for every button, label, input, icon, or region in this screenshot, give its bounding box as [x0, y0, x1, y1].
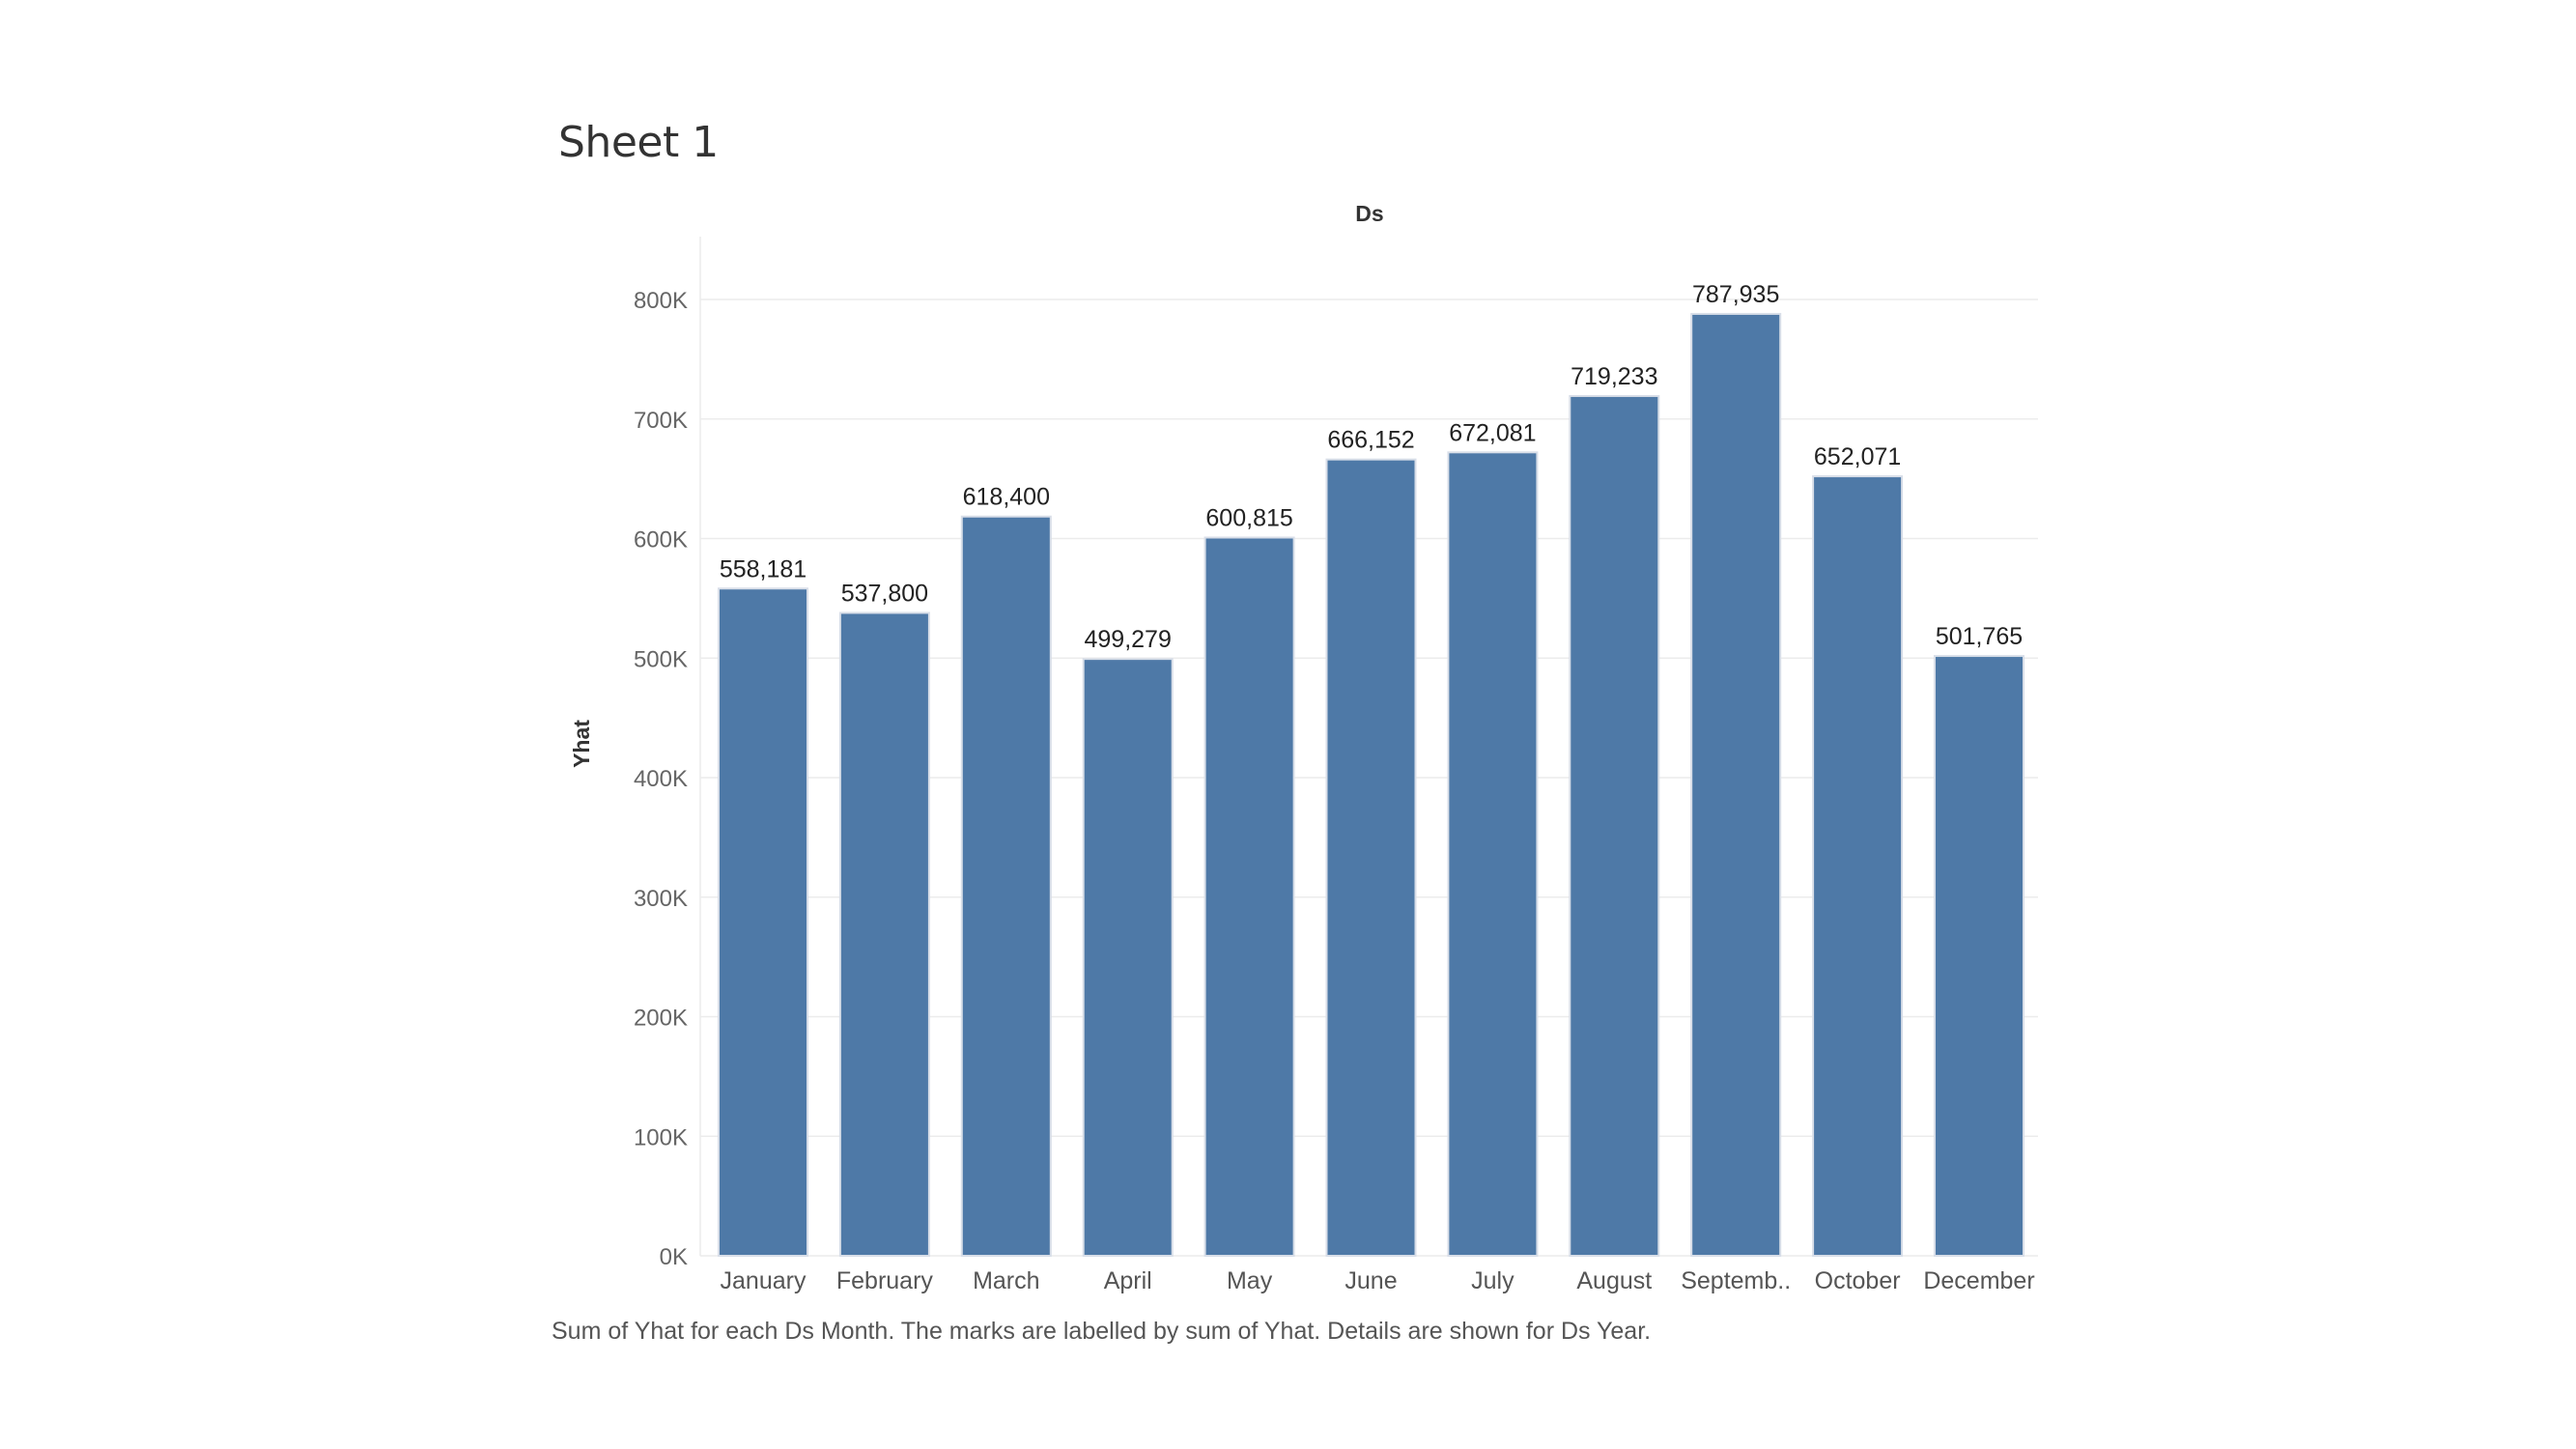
- data-labels: 558,181 537,800 618,400 499,279 600,815 666,1…: [720, 281, 2023, 653]
- data-label: 537,800: [841, 580, 928, 607]
- x-category-label: June: [1345, 1267, 1397, 1294]
- bar-august[interactable]: [1569, 394, 1660, 1257]
- x-category-label: April: [1104, 1267, 1152, 1294]
- x-category-label: July: [1471, 1267, 1514, 1294]
- data-label: 618,400: [963, 484, 1050, 511]
- y-tick-label: 200K: [634, 1006, 688, 1032]
- y-tick-label: 600K: [634, 527, 688, 554]
- bar-april[interactable]: [1082, 658, 1174, 1257]
- data-label: 499,279: [1085, 626, 1172, 653]
- data-label: 501,765: [1936, 623, 2023, 650]
- bar-january[interactable]: [718, 587, 808, 1257]
- x-category-label: Septemb..: [1681, 1267, 1791, 1294]
- data-label: 719,233: [1571, 363, 1657, 390]
- data-label: 787,935: [1692, 281, 1779, 308]
- chart-caption: Sum of Yhat for each Ds Month. The marks…: [552, 1318, 1652, 1345]
- bar-septemb[interactable]: [1690, 312, 1782, 1258]
- y-tick-label: 300K: [634, 886, 688, 912]
- x-category-label: March: [973, 1267, 1039, 1294]
- y-tick-label: 800K: [634, 288, 688, 314]
- y-tick-label: 0K: [660, 1244, 688, 1270]
- x-category-label: May: [1227, 1267, 1273, 1294]
- data-label: 600,815: [1205, 504, 1292, 531]
- bar-march[interactable]: [960, 515, 1052, 1257]
- bar-june[interactable]: [1325, 458, 1417, 1257]
- y-axis-title: Yhat: [569, 720, 594, 768]
- x-category-label: December: [1923, 1267, 2034, 1294]
- x-axis-categories: January February March April May June July Augu…: [721, 1267, 2035, 1294]
- x-category-label: August: [1576, 1267, 1652, 1294]
- y-tick-label: 500K: [634, 646, 688, 672]
- bar-july[interactable]: [1447, 451, 1539, 1258]
- data-label: 672,081: [1449, 419, 1536, 446]
- bar-october[interactable]: [1812, 475, 1904, 1257]
- data-label: 652,071: [1814, 443, 1901, 470]
- y-axis-ticks: 0K 100K 200K 300K 400K 500K 600K 700K 800K: [634, 288, 688, 1270]
- bar-may[interactable]: [1203, 536, 1295, 1257]
- data-label: 558,181: [720, 555, 807, 582]
- x-category-label: January: [721, 1267, 807, 1294]
- bar-december[interactable]: [1934, 655, 2024, 1257]
- x-category-label: October: [1815, 1267, 1901, 1294]
- y-tick-label: 100K: [634, 1124, 688, 1151]
- bar-february[interactable]: [838, 611, 930, 1257]
- x-category-label: February: [836, 1267, 934, 1294]
- y-tick-label: 400K: [634, 766, 688, 792]
- column-header-title: Ds: [1355, 201, 1383, 226]
- data-label: 666,152: [1327, 427, 1414, 454]
- sheet-title: Sheet 1: [558, 118, 719, 167]
- bars: [718, 312, 2024, 1258]
- y-tick-label: 700K: [634, 408, 688, 434]
